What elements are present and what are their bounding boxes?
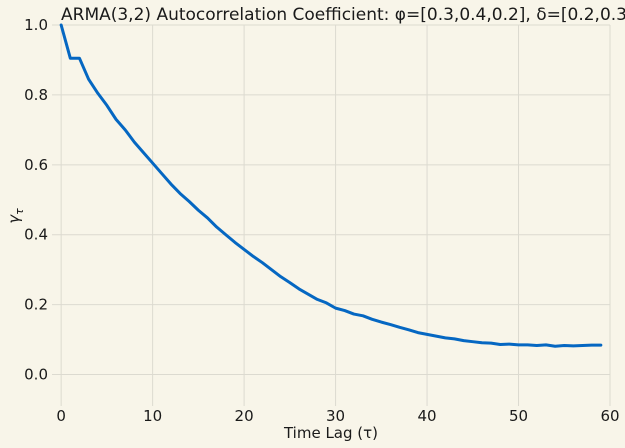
chart-title: ARMA(3,2) Autocorrelation Coefficient: φ… [61,5,625,25]
y-tick-label: 0.0 [24,366,48,384]
x-tick-label: 60 [600,407,619,425]
plot-area [59,23,603,348]
x-tick-label: 40 [418,407,437,425]
y-tick-label: 0.4 [24,226,48,244]
y-axis-label-subscript: τ [13,208,26,215]
x-axis-label: Time Lag (τ) [283,424,378,442]
x-tick-label: 10 [143,407,162,425]
y-axis-label: γτ [5,208,26,224]
y-tick-label: 0.8 [24,86,48,104]
y-tick-label: 0.2 [24,296,48,314]
y-tick-label: 0.6 [24,156,48,174]
x-tick-label: 30 [326,407,345,425]
grid [52,24,611,406]
x-tick-label: 20 [235,407,254,425]
tick-labels: 0 10 20 30 40 50 60 0.0 0.2 0.4 0.6 0.8 1.0 [24,16,619,425]
x-tick-label: 0 [56,407,66,425]
x-tick-label: 50 [509,407,528,425]
y-tick-label: 1.0 [24,16,48,34]
autocorrelation-series-line [59,23,603,348]
y-axis-label-base: γ [5,214,23,224]
